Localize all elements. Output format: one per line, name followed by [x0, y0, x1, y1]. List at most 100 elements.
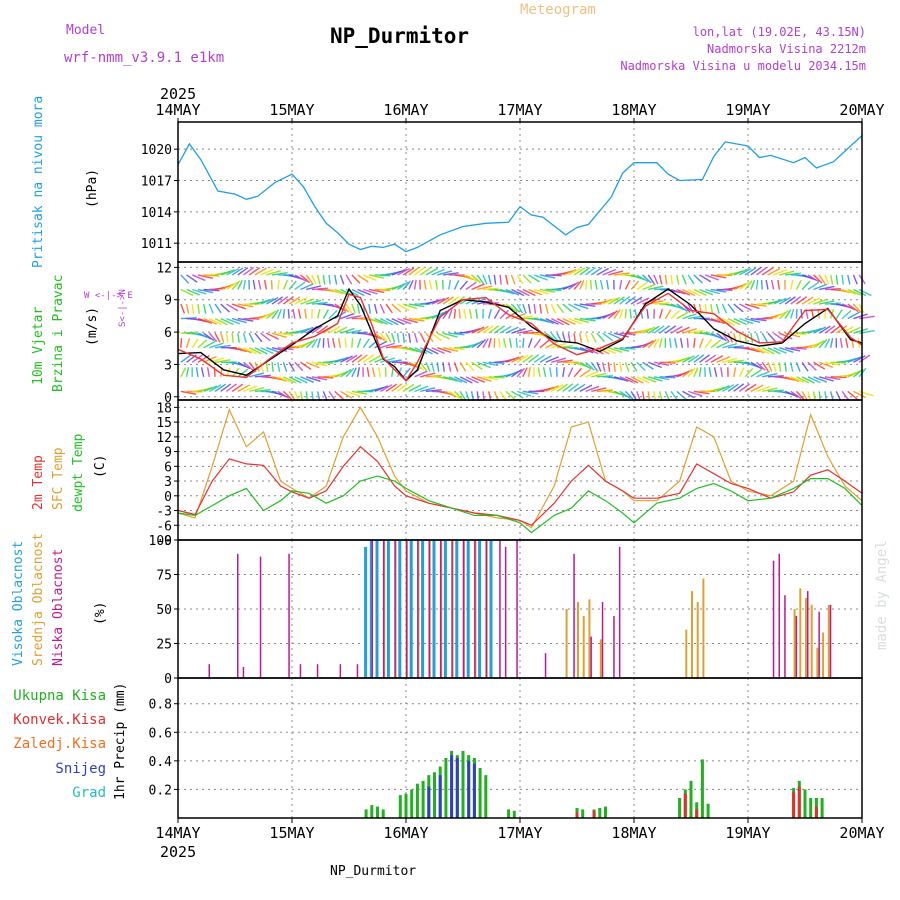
wind-arrow	[322, 391, 328, 401]
wind-arrow	[670, 303, 685, 311]
wind-ytick-label: 12	[156, 261, 172, 276]
wind-arrow	[180, 303, 186, 314]
cloud-high-bar	[369, 540, 373, 678]
wind-arrow	[374, 317, 388, 325]
wind-arrow	[294, 327, 310, 334]
credit-label: made by Angel	[874, 540, 890, 650]
wind-arrow	[807, 274, 820, 283]
cloud-mid-bar	[685, 629, 688, 678]
wind-arrow	[852, 303, 862, 313]
temp-ytick-label: 3	[164, 475, 172, 490]
wind-arrow	[670, 310, 681, 320]
wind-arrow	[477, 285, 493, 291]
wind-arrow	[448, 308, 453, 319]
wind-arrow	[380, 384, 393, 392]
wind-arrow	[573, 367, 583, 378]
cloud-low-bar	[405, 540, 408, 678]
wind-arrow	[463, 308, 467, 319]
wind-arrow	[533, 303, 537, 314]
wind-arrow	[522, 274, 532, 284]
wind-arrow	[282, 362, 288, 372]
wind-arrow	[402, 267, 415, 276]
wind-arrow	[801, 391, 808, 401]
wind-arrow	[505, 370, 520, 378]
wind-arrow	[180, 288, 194, 297]
wind-arrow	[305, 339, 316, 349]
wind-arrow	[727, 345, 744, 349]
wind-arrow	[226, 268, 239, 276]
wind-arrow	[243, 266, 254, 276]
wind-arrow	[277, 279, 280, 290]
wind-arrow	[425, 267, 438, 276]
wind-arrow	[334, 326, 348, 334]
wind-arrow	[220, 303, 230, 313]
wind-arrow	[397, 303, 410, 312]
cloud-low-bar	[778, 553, 780, 678]
wind-arrow	[237, 279, 243, 290]
wind-arrow	[721, 384, 735, 392]
wind-arrow	[642, 376, 657, 383]
wind-arrow	[613, 376, 629, 382]
wind-arrow	[225, 333, 229, 343]
wind-arrow	[202, 303, 207, 314]
wind-arrow	[448, 295, 460, 305]
wind-arrow	[475, 308, 478, 319]
wind-arrow	[613, 347, 630, 352]
wind-arrow	[767, 362, 773, 372]
wind-arrow	[442, 272, 459, 276]
wind-arrow	[818, 274, 826, 285]
wind-arrow	[839, 338, 843, 348]
wind-arrow	[237, 384, 251, 392]
wind-arrow	[596, 389, 613, 393]
wind-arrow	[385, 344, 402, 349]
wind-arrow	[522, 288, 536, 297]
wind-arrow	[784, 376, 800, 382]
wind-arrow	[516, 303, 524, 314]
wind-arrow	[226, 303, 239, 312]
wind-arrow	[448, 332, 465, 336]
wind-arrow	[414, 266, 425, 276]
wind-arrow	[646, 308, 649, 319]
wind-labels: 10m Vjetar Brzina i Pravac (m/s) W <-|->…	[31, 275, 133, 392]
wind-arrow	[528, 288, 543, 296]
wind-arrow	[527, 338, 533, 348]
wind-label-1: 10m Vjetar	[31, 307, 46, 385]
wind-arrow	[551, 357, 567, 363]
wind-arrow	[195, 367, 199, 377]
x-tick-label-top: 15MAY	[269, 101, 314, 119]
wind-arrow	[824, 338, 831, 349]
wind-arrow	[847, 303, 859, 312]
wind-arrow	[847, 356, 862, 363]
wind-arrow	[756, 361, 766, 371]
wind-arrow	[465, 391, 470, 401]
wind-arrow	[385, 317, 399, 326]
wind-arrow	[385, 332, 392, 343]
wind-arrow	[642, 274, 652, 284]
x-tick-label-top: 20MAY	[839, 101, 884, 119]
precip-ytick-label: 0.6	[149, 726, 172, 741]
wind-arrow	[435, 279, 439, 290]
wind-arrow	[590, 361, 599, 372]
wind-arrow	[465, 376, 479, 384]
wind-arrow	[765, 279, 769, 290]
wind-arrow	[858, 354, 871, 363]
x-tick-label-top: 14MAY	[155, 101, 200, 119]
wind-arrow	[271, 271, 288, 276]
wind-arrow	[249, 372, 265, 378]
wind-arrow	[226, 383, 237, 392]
precip-snow-bar	[427, 786, 431, 818]
wind-arrow	[413, 332, 418, 343]
wind-arrow	[419, 267, 432, 276]
wind-arrow	[248, 347, 262, 355]
wind-arrow	[340, 355, 353, 363]
wind-arrow	[203, 332, 215, 342]
wind-arrow	[636, 274, 649, 283]
wind-arrow	[402, 367, 411, 378]
wind-arrow	[260, 311, 274, 320]
wind-arrow	[465, 327, 481, 334]
wind-arrow	[602, 268, 617, 276]
wind-arrow	[630, 391, 638, 401]
wind-arrow	[471, 340, 484, 349]
wind-arrow	[263, 279, 268, 290]
wind-arrow	[704, 354, 717, 363]
